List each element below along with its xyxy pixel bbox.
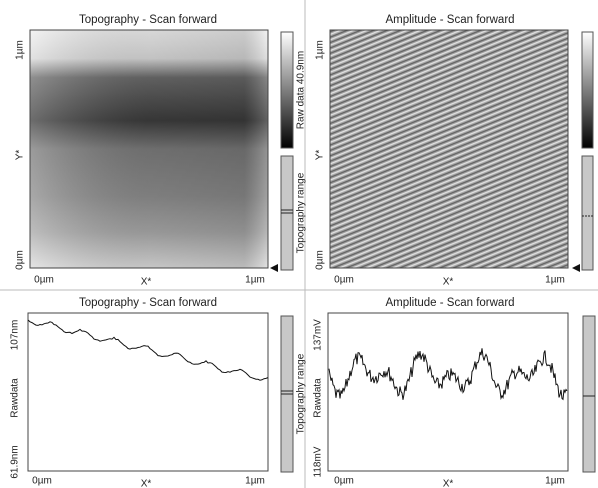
x-label: 1µm: [545, 476, 565, 487]
y-label: 0µm: [315, 250, 326, 270]
profile-line: [27, 319, 269, 381]
panel-title: Amplitude - Scan forward: [385, 14, 514, 26]
image-shade: [30, 30, 268, 268]
y-label: 137mV: [313, 319, 324, 351]
x-label: 0µm: [32, 476, 52, 487]
x-label: X*: [443, 479, 454, 488]
panel: Amplitude - Scan forward 137mV Rawdata 1…: [313, 297, 596, 488]
amplitude-image: [330, 30, 568, 268]
y-label: 118mV: [313, 446, 324, 477]
plot-frame: [327, 312, 569, 472]
y-label: 1µm: [315, 40, 326, 60]
x-label: 0µm: [334, 476, 354, 487]
y-label: Y*: [315, 150, 326, 161]
bar-label: Topography range: [296, 172, 307, 253]
y-label: Y*: [15, 150, 26, 161]
panel: Amplitude - Scan forward 1µm Y* 0µm 0µm …: [315, 14, 594, 288]
y-label: Rawdata: [10, 378, 21, 418]
x-label: 0µm: [34, 275, 54, 286]
plot-frame: [27, 312, 269, 472]
x-label: X*: [141, 479, 152, 488]
y-label: 0µm: [15, 250, 26, 270]
x-label: 0µm: [334, 275, 354, 286]
range-bar: [581, 155, 594, 271]
image-frame: [329, 29, 569, 269]
x-label: X*: [141, 277, 152, 288]
y-label: 1µm: [15, 40, 26, 60]
panel-title: Topography - Scan forward: [79, 14, 217, 26]
panel-title: Amplitude - Scan forward: [385, 297, 514, 309]
profile-line: [328, 348, 568, 401]
y-label: 61.9nm: [10, 445, 21, 478]
color-bar: [280, 31, 294, 149]
x-label: 1µm: [245, 476, 265, 487]
image-frame: [29, 29, 269, 269]
color-bar: [581, 31, 594, 149]
panel-title: Topography - Scan forward: [79, 297, 217, 309]
y-label: 107nm: [10, 320, 21, 351]
range-bar: [582, 315, 596, 473]
panel: Topography - Scan forward 1µm Y* 0µm 0µm…: [15, 14, 307, 288]
y-label: Rawdata: [313, 378, 324, 418]
x-label: X*: [443, 277, 454, 288]
x-label: 1µm: [545, 275, 565, 286]
panel: Topography - Scan forward 107nm Rawdata …: [10, 297, 307, 488]
marker-arrow: [270, 264, 278, 272]
bar-label: Raw data 40.9nm: [296, 51, 307, 129]
bar-label: Topography range: [296, 353, 307, 434]
marker-arrow: [572, 264, 580, 272]
x-label: 1µm: [245, 275, 265, 286]
